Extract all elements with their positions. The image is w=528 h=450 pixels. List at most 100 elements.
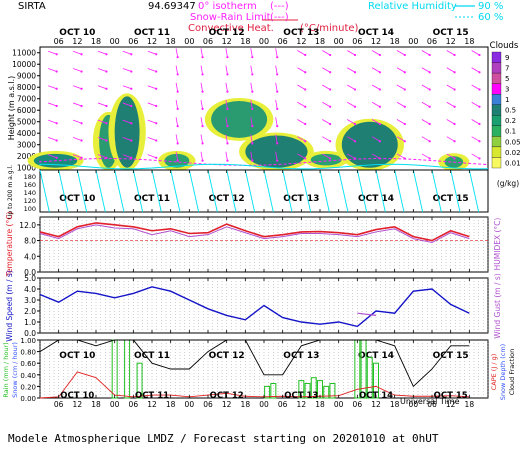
wind-arrow xyxy=(97,102,107,107)
wind-arrow-head xyxy=(453,140,456,143)
cloud-ytick-label: 3000 xyxy=(17,141,36,150)
bl-ytick-label: 140 xyxy=(24,189,36,197)
colorbar-label: 0.01 xyxy=(505,159,521,167)
bottom-hour-label: 12 xyxy=(73,400,83,409)
wind-arrow xyxy=(371,119,381,125)
temp-ytick-label: 0.0 xyxy=(24,268,36,277)
wind-arrow xyxy=(250,134,253,144)
wind-arrow xyxy=(297,119,306,125)
wind-arrow-head xyxy=(378,105,381,108)
wind-arrow-head xyxy=(428,140,431,143)
top-hour-label: 12 xyxy=(72,37,82,46)
wind-arrow-head xyxy=(329,53,332,57)
top-hour-label: 06 xyxy=(54,37,64,46)
wind-arrow xyxy=(225,151,228,161)
wind-speed-series xyxy=(39,286,470,328)
wind-arrow xyxy=(396,101,405,108)
wind-arrow-head xyxy=(403,140,406,143)
wind-arrow-head xyxy=(201,90,204,93)
legend-rh: Relative Humidity xyxy=(368,1,457,12)
cloud-ytick-label: 4000 xyxy=(17,129,36,138)
bl-rh-line xyxy=(244,169,256,213)
colorbar-label: 7 xyxy=(505,64,509,72)
colorbar-label: 9 xyxy=(505,54,509,62)
temperature-series xyxy=(39,222,470,242)
rh-contour xyxy=(39,163,489,170)
top-day-label: OCT 15 xyxy=(433,28,469,38)
precip-panel-frame xyxy=(39,339,489,399)
top-hour-label: 18 xyxy=(91,37,101,46)
wind-arrow-head xyxy=(478,157,481,160)
wind-arrow xyxy=(225,65,228,75)
top-hour-label: 00 xyxy=(110,37,120,46)
wind-arrow xyxy=(322,67,331,73)
colorbar-swatch xyxy=(491,62,502,74)
colorbar-swatch xyxy=(491,146,502,158)
colorbar-swatch xyxy=(491,125,502,137)
bottom-hour-label: 00 xyxy=(259,400,269,409)
wind-arrow-head xyxy=(80,70,83,73)
rain-bar xyxy=(366,356,373,399)
bl-rh-line xyxy=(58,169,69,213)
wind-arrow xyxy=(471,136,480,142)
wind-arrow-head xyxy=(329,88,332,91)
wind-arrow xyxy=(322,136,331,142)
wind-arrow-head xyxy=(155,87,158,90)
wind-arrow-head xyxy=(80,122,83,125)
top-day-label: OCT 12 xyxy=(209,28,245,38)
wind-arrow xyxy=(147,68,157,72)
wind-arrow xyxy=(175,65,179,75)
wind-arrow xyxy=(97,154,107,159)
wind-arrow-head xyxy=(80,156,83,159)
wind-arrow xyxy=(48,50,57,55)
wind-arrow-head xyxy=(353,53,357,57)
cloud-ytick-label: 10000 xyxy=(12,60,36,69)
wind-arrow xyxy=(347,136,356,142)
wind-arrow-head xyxy=(130,87,133,90)
precip-day-label: OCT 15 xyxy=(433,351,469,361)
precip-day-label: OCT 12 xyxy=(209,351,245,361)
legend-isotherm: 0° isotherm xyxy=(198,1,257,12)
wind-arrow-head xyxy=(378,53,381,57)
wind-arrow xyxy=(97,68,107,72)
wind-arrow xyxy=(275,82,278,92)
gust-ylabel: Wind Gust (m / s) xyxy=(493,273,502,338)
colorbar-label: 0.2 xyxy=(505,117,516,125)
wind-arrow-head xyxy=(226,142,229,145)
wind-arrow xyxy=(371,84,381,90)
wind-arrow-head xyxy=(176,73,179,76)
wind-arrow-head xyxy=(329,157,332,160)
wind-arrow xyxy=(200,82,203,92)
wind-arrow-head xyxy=(176,107,179,111)
wind-arrow-head xyxy=(378,140,381,143)
colorbar-swatch xyxy=(491,157,502,169)
wind-arrow xyxy=(200,151,203,161)
wind-arrow-head xyxy=(105,104,108,108)
temp-ytick-label: 4.0 xyxy=(24,252,36,261)
colorbar-swatch xyxy=(491,104,502,116)
top-hour-label: 00 xyxy=(408,37,418,46)
wind-arrow-head xyxy=(428,105,431,108)
wind-arrow xyxy=(175,134,179,144)
wind-arrow xyxy=(322,153,331,159)
cape-series xyxy=(39,371,470,399)
precip-day-label: OCT 10 xyxy=(59,351,95,361)
wind-arrow-head xyxy=(276,142,279,145)
wind-arrow-head xyxy=(304,105,307,108)
wind-arrow xyxy=(471,119,480,125)
wind-arrow-head xyxy=(453,53,456,57)
wind-arrow xyxy=(347,119,356,125)
bottom-day-label: OCT 15 xyxy=(434,391,468,401)
wind-arrow-head xyxy=(276,73,279,76)
rain-bar xyxy=(264,385,271,399)
cloud-ytick-label: 9000 xyxy=(17,72,36,81)
wind-arrow-head xyxy=(55,104,58,108)
wind-arrow-head xyxy=(105,70,108,73)
wind-arrow xyxy=(200,117,203,127)
wind-arrow-head xyxy=(80,87,83,90)
legend-isotherm-swatch: (---) xyxy=(270,1,289,12)
wind-arrow xyxy=(250,48,253,58)
precip-ytick-label: 0.00 xyxy=(20,395,36,403)
wind-arrow-head xyxy=(201,107,204,111)
wind-arrow xyxy=(147,102,157,107)
